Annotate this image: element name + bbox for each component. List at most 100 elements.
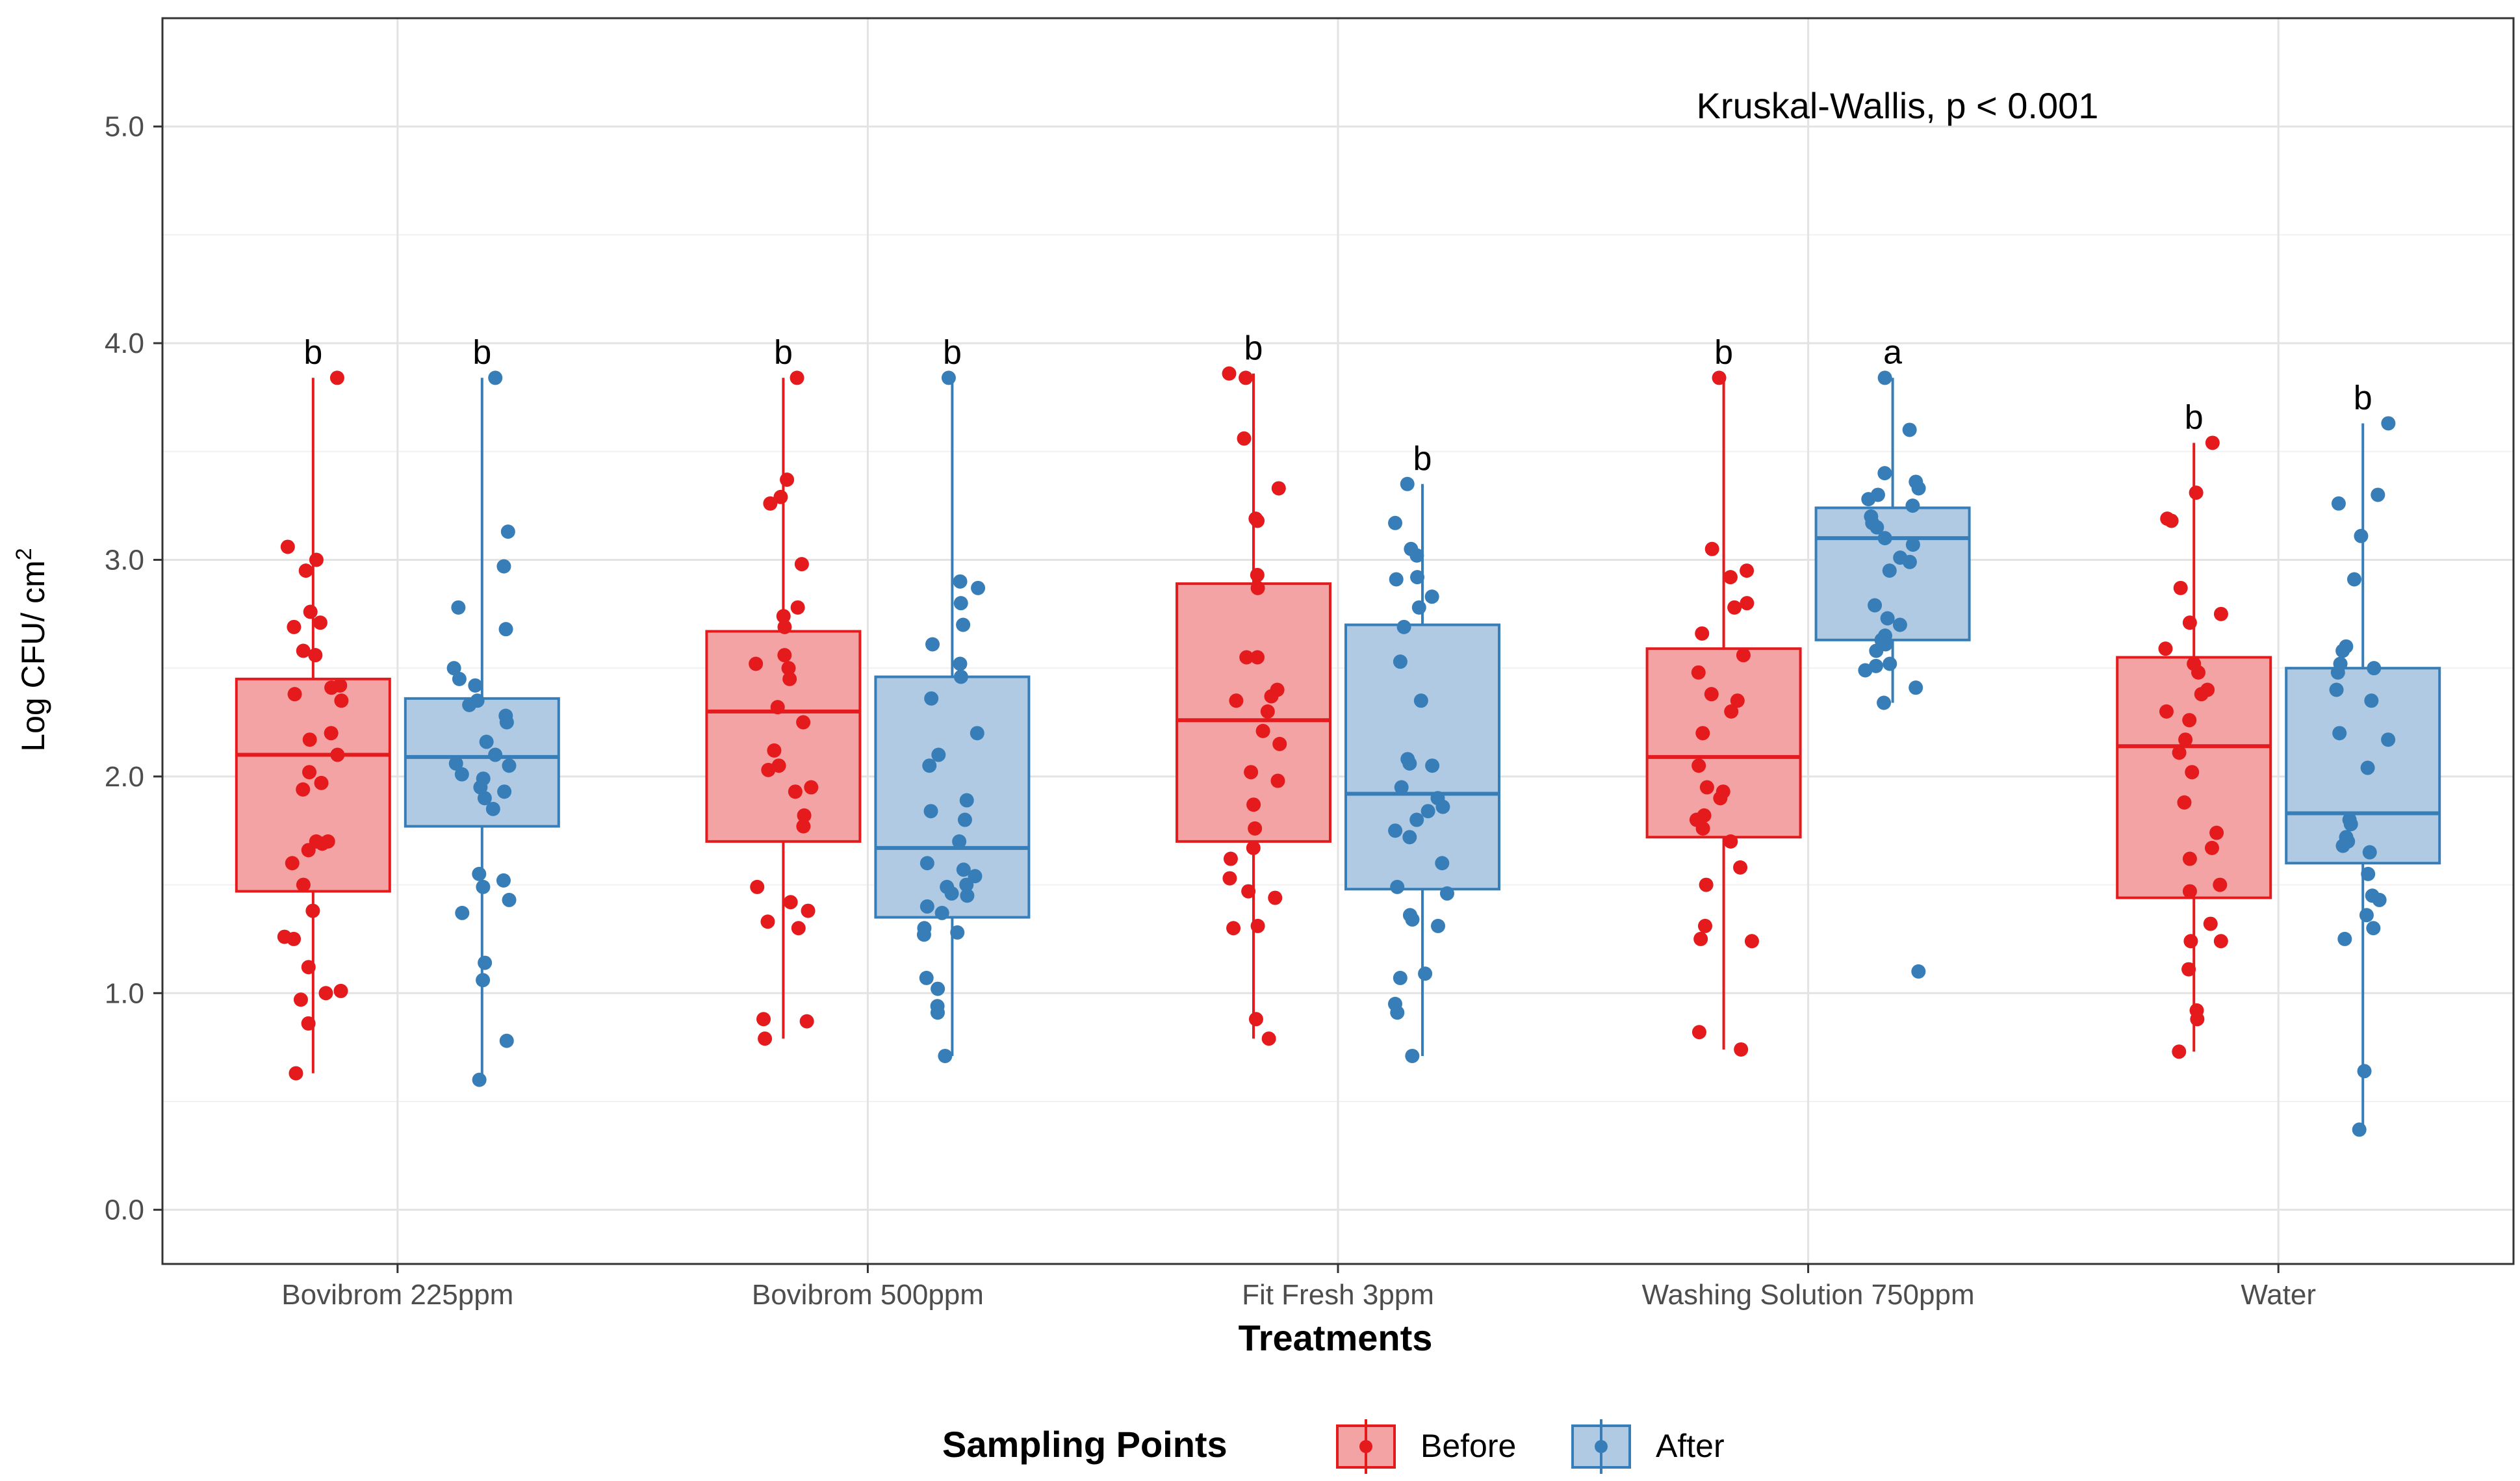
data-point bbox=[472, 866, 487, 881]
data-point bbox=[952, 834, 967, 849]
legend-title: Sampling Points bbox=[942, 1424, 1228, 1465]
data-point bbox=[2181, 962, 2196, 977]
data-point bbox=[2335, 838, 2350, 853]
significance-letter: b bbox=[2354, 379, 2372, 417]
data-point bbox=[1723, 834, 1738, 849]
data-point bbox=[1409, 548, 1424, 563]
data-point bbox=[1222, 871, 1237, 886]
data-point bbox=[1691, 665, 1706, 680]
grid bbox=[162, 18, 2514, 1264]
data-point bbox=[1744, 934, 1759, 949]
data-point bbox=[314, 775, 329, 790]
data-point bbox=[2381, 732, 2396, 747]
data-point bbox=[1439, 886, 1454, 901]
data-point bbox=[476, 879, 491, 894]
data-point bbox=[454, 767, 469, 782]
data-point bbox=[448, 756, 463, 771]
data-point bbox=[1727, 600, 1742, 615]
data-point bbox=[930, 1005, 945, 1020]
significance-letter: b bbox=[1244, 329, 1263, 367]
data-point bbox=[953, 596, 968, 611]
data-point bbox=[2158, 641, 2173, 656]
data-point bbox=[333, 983, 348, 998]
data-point bbox=[488, 370, 503, 385]
data-point bbox=[1858, 663, 1873, 678]
legend-key-after bbox=[1571, 1419, 1631, 1474]
data-point bbox=[1883, 656, 1897, 671]
data-point bbox=[1911, 964, 1926, 979]
data-point bbox=[777, 648, 792, 663]
data-point bbox=[1902, 422, 1917, 437]
data-point bbox=[2362, 845, 2377, 860]
data-point bbox=[1402, 756, 1417, 771]
data-point bbox=[1868, 658, 1883, 673]
legend-label-after: After bbox=[1656, 1428, 1725, 1464]
data-point bbox=[285, 856, 300, 871]
data-point bbox=[941, 370, 956, 385]
data-point bbox=[1909, 680, 1923, 695]
data-point bbox=[1222, 366, 1237, 381]
data-point bbox=[2191, 665, 2206, 680]
data-point bbox=[925, 637, 940, 652]
data-point bbox=[476, 973, 491, 988]
data-point bbox=[957, 812, 972, 827]
data-point bbox=[1250, 650, 1265, 665]
box bbox=[874, 675, 1031, 919]
data-point bbox=[2172, 745, 2187, 760]
data-point bbox=[289, 1066, 303, 1081]
data-point bbox=[797, 808, 812, 823]
significance-letter: b bbox=[472, 333, 491, 371]
data-point bbox=[1734, 1042, 1749, 1057]
data-point bbox=[1712, 370, 1727, 385]
data-point bbox=[777, 619, 792, 634]
data-point bbox=[2204, 840, 2219, 855]
data-point bbox=[330, 747, 345, 762]
data-point bbox=[303, 604, 318, 619]
data-point bbox=[2364, 693, 2379, 708]
data-point bbox=[2182, 615, 2197, 630]
y-tick-label: 4.0 bbox=[105, 328, 144, 359]
data-point bbox=[1410, 570, 1425, 585]
data-point bbox=[446, 661, 461, 676]
data-point bbox=[301, 1016, 316, 1031]
data-point bbox=[2213, 934, 2228, 949]
data-point bbox=[1892, 617, 1907, 632]
data-point bbox=[1905, 498, 1920, 513]
data-point bbox=[1905, 537, 1920, 552]
data-point bbox=[788, 784, 803, 799]
data-point bbox=[2330, 665, 2345, 680]
data-point bbox=[1409, 812, 1424, 827]
data-point bbox=[2213, 606, 2228, 621]
data-point bbox=[1250, 580, 1265, 595]
data-point bbox=[2205, 435, 2220, 450]
box bbox=[404, 697, 560, 828]
data-point bbox=[2194, 687, 2209, 702]
y-tick-label: 1.0 bbox=[105, 977, 144, 1009]
data-point bbox=[781, 661, 796, 676]
data-point bbox=[919, 899, 934, 914]
data-point bbox=[1880, 611, 1895, 626]
significance-letter: b bbox=[943, 333, 962, 371]
data-point bbox=[971, 580, 986, 595]
data-point bbox=[2172, 1044, 2187, 1059]
data-point bbox=[1390, 1005, 1405, 1020]
data-point bbox=[2182, 713, 2197, 728]
data-point bbox=[1877, 370, 1892, 385]
data-point bbox=[455, 905, 470, 920]
data-point bbox=[1248, 1012, 1263, 1027]
data-point bbox=[956, 862, 971, 877]
data-point bbox=[796, 819, 811, 834]
data-point bbox=[485, 801, 500, 816]
data-point bbox=[298, 563, 313, 578]
data-point bbox=[496, 559, 511, 574]
data-point bbox=[1704, 541, 1719, 556]
data-point bbox=[1424, 589, 1439, 604]
box bbox=[1344, 623, 1500, 891]
data-point bbox=[1405, 912, 1420, 927]
data-point bbox=[1877, 531, 1892, 546]
data-point bbox=[1870, 520, 1884, 535]
data-point bbox=[2177, 795, 2192, 810]
data-point bbox=[970, 726, 984, 741]
data-point bbox=[1250, 918, 1265, 933]
data-point bbox=[761, 762, 776, 777]
